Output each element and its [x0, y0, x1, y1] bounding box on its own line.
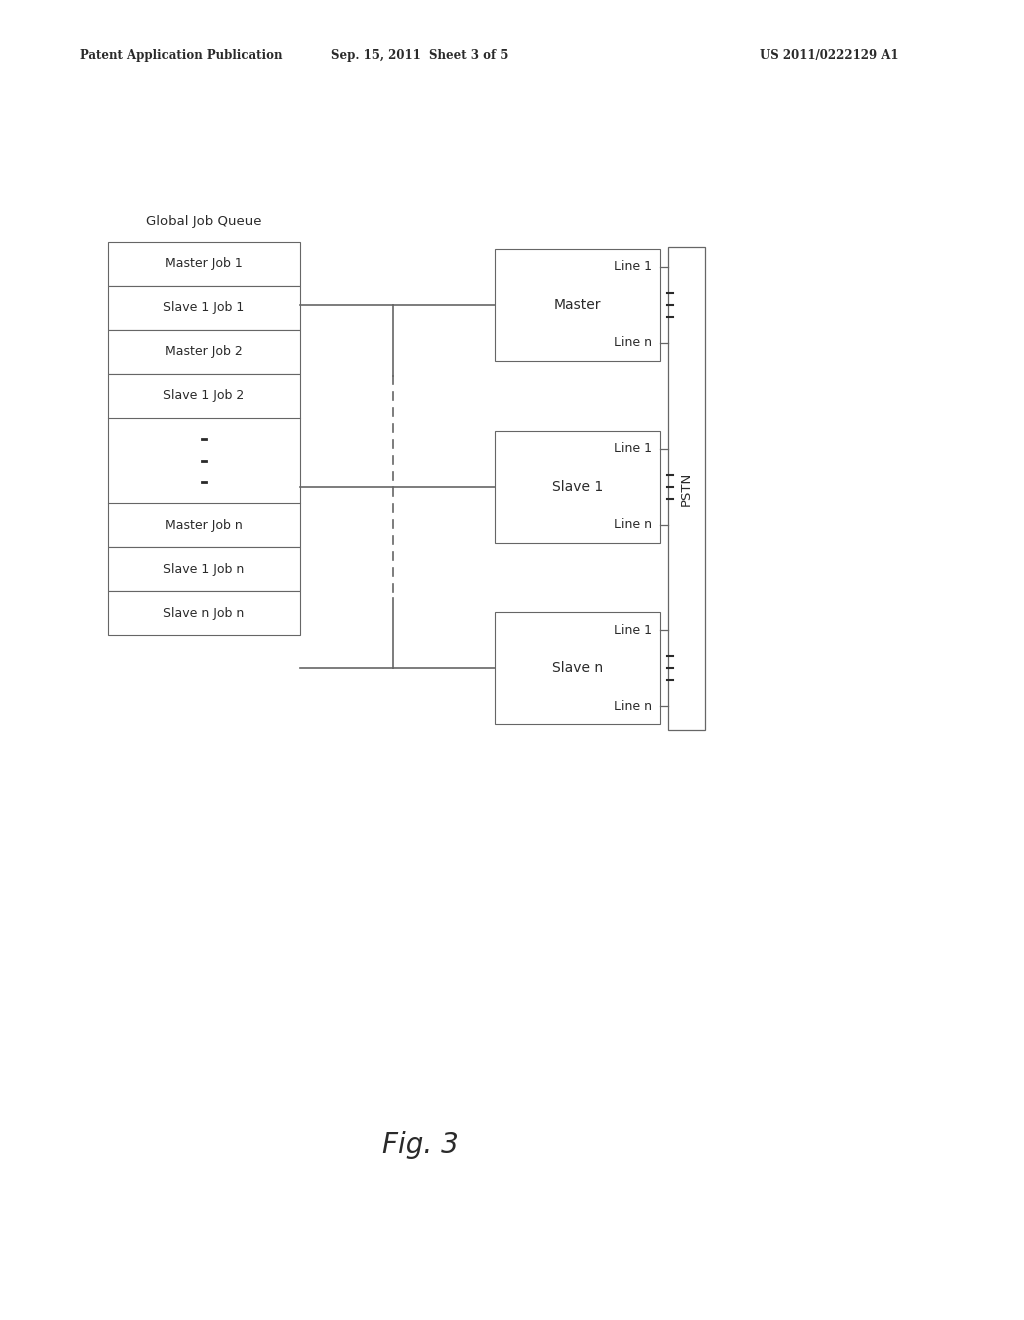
Text: Master Job 1: Master Job 1	[165, 257, 243, 271]
Text: US 2011/0222129 A1: US 2011/0222129 A1	[760, 49, 898, 62]
Text: Global Job Queue: Global Job Queue	[146, 215, 262, 228]
Bar	[495, 249, 660, 360]
Text: Patent Application Publication: Patent Application Publication	[80, 49, 283, 62]
Text: PSTN: PSTN	[680, 471, 693, 506]
Text: Line 1: Line 1	[614, 623, 652, 636]
Text: Line 1: Line 1	[614, 260, 652, 273]
Text: Slave 1 Job n: Slave 1 Job n	[164, 562, 245, 576]
Text: Master Job 2: Master Job 2	[165, 346, 243, 359]
Text: Line n: Line n	[614, 337, 652, 350]
Text: Line n: Line n	[614, 700, 652, 713]
Text: Slave 1: Slave 1	[552, 480, 603, 494]
Text: Slave n Job n: Slave n Job n	[164, 606, 245, 619]
Bar	[108, 374, 300, 418]
Text: Line n: Line n	[614, 519, 652, 532]
Bar	[108, 330, 300, 374]
Bar	[108, 546, 300, 591]
Text: Master Job n: Master Job n	[165, 519, 243, 532]
Bar	[495, 432, 660, 543]
Text: Line 1: Line 1	[614, 442, 652, 455]
Bar	[108, 286, 300, 330]
Text: Slave n: Slave n	[552, 661, 603, 675]
Text: Slave 1 Job 2: Slave 1 Job 2	[164, 389, 245, 403]
Text: Sep. 15, 2011  Sheet 3 of 5: Sep. 15, 2011 Sheet 3 of 5	[332, 49, 509, 62]
Bar	[108, 242, 300, 286]
Bar	[495, 612, 660, 723]
Text: Slave 1 Job 1: Slave 1 Job 1	[164, 301, 245, 314]
Text: Master: Master	[554, 298, 601, 312]
Bar	[108, 503, 300, 546]
Bar	[108, 591, 300, 635]
Bar	[668, 247, 705, 730]
Text: Fig. 3: Fig. 3	[382, 1131, 459, 1159]
